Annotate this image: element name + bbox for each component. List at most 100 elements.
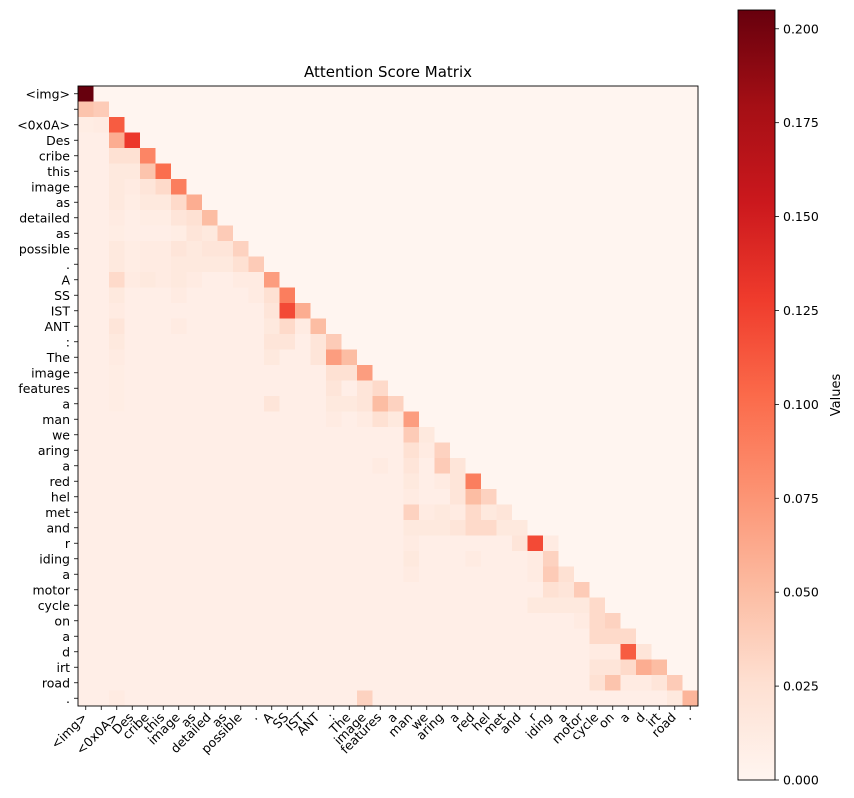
heatmap-cell — [496, 613, 513, 629]
heatmap-cell — [140, 148, 156, 164]
heatmap-cell — [341, 613, 358, 629]
heatmap-cell — [264, 411, 280, 428]
heatmap-cell — [341, 597, 358, 614]
heatmap-cell — [667, 535, 683, 552]
heatmap-cell — [186, 101, 203, 118]
heatmap-cell — [620, 380, 637, 397]
heatmap-cell — [651, 411, 668, 428]
heatmap-cell — [310, 396, 327, 412]
heatmap-cell — [372, 566, 389, 583]
heatmap-cell — [636, 411, 652, 428]
heatmap-cell — [357, 597, 373, 614]
heatmap-cell — [326, 458, 342, 474]
heatmap-cell — [434, 241, 451, 257]
heatmap-cell — [295, 256, 311, 273]
heatmap-cell — [78, 628, 94, 645]
heatmap-cell — [419, 551, 435, 567]
heatmap-cell — [295, 272, 311, 288]
heatmap-cell — [93, 566, 110, 583]
heatmap-cell — [310, 675, 327, 691]
heatmap-cell — [372, 442, 389, 459]
heatmap-cell — [310, 318, 327, 335]
heatmap-cell — [171, 101, 187, 118]
heatmap-cell — [341, 582, 358, 598]
y-tick-label: cribe — [39, 148, 70, 163]
heatmap-cell — [465, 582, 482, 598]
heatmap-cell — [171, 179, 187, 195]
heatmap-cell — [78, 179, 94, 195]
heatmap-cell — [605, 442, 621, 459]
heatmap-cell — [93, 132, 110, 149]
heatmap-cell — [620, 411, 637, 428]
heatmap-cell — [651, 256, 668, 273]
heatmap-cell — [403, 442, 420, 459]
heatmap-cell — [124, 690, 141, 707]
heatmap-cell — [620, 489, 637, 505]
heatmap-cell — [310, 551, 327, 567]
heatmap-cell — [295, 489, 311, 505]
y-tick-label: as — [56, 195, 70, 210]
heatmap-cell — [171, 644, 187, 660]
heatmap-cell — [186, 225, 203, 242]
heatmap-cell — [279, 504, 296, 521]
heatmap-cell — [403, 380, 420, 397]
heatmap-cell — [341, 427, 358, 443]
heatmap-cell — [620, 582, 637, 598]
heatmap-cell — [403, 194, 420, 211]
heatmap-cell — [450, 535, 466, 552]
heatmap-cell — [558, 628, 575, 645]
heatmap-cell — [527, 644, 544, 660]
y-tick-label: The — [46, 350, 71, 365]
heatmap-cell — [450, 520, 466, 536]
heatmap-cell — [512, 396, 528, 412]
heatmap-cell — [543, 535, 559, 552]
heatmap-cell — [558, 690, 575, 707]
heatmap-cell — [605, 504, 621, 521]
heatmap-cell — [574, 659, 590, 676]
heatmap-cell — [372, 675, 389, 691]
y-tick-label: IST — [51, 303, 71, 318]
heatmap-cell — [217, 628, 234, 645]
heatmap-cell — [450, 210, 466, 226]
heatmap-cell — [310, 520, 327, 536]
heatmap-cell — [682, 349, 699, 366]
heatmap-cell — [481, 194, 497, 211]
heatmap-cell — [326, 644, 342, 660]
heatmap-cell — [109, 566, 125, 583]
heatmap-cell — [651, 163, 668, 180]
heatmap-cell — [543, 473, 559, 490]
heatmap-cell — [496, 272, 513, 288]
heatmap-cell — [496, 179, 513, 195]
heatmap-cell — [295, 473, 311, 490]
heatmap-cell — [186, 163, 203, 180]
heatmap-cell — [326, 256, 342, 273]
heatmap-cell — [574, 396, 590, 412]
heatmap-cell — [403, 535, 420, 552]
heatmap-cell — [372, 163, 389, 180]
heatmap-cell — [248, 582, 265, 598]
heatmap-cell — [233, 380, 249, 397]
heatmap-cell — [496, 504, 513, 521]
heatmap-cell — [155, 334, 172, 350]
heatmap-cell — [279, 148, 296, 164]
heatmap-cell — [496, 101, 513, 118]
heatmap-cell — [388, 365, 404, 381]
heatmap-cell — [388, 225, 404, 242]
heatmap-cell — [93, 644, 110, 660]
heatmap-cell — [264, 365, 280, 381]
heatmap-cell — [171, 334, 187, 350]
heatmap-cell — [295, 551, 311, 567]
heatmap-cell — [512, 644, 528, 660]
heatmap-cell — [636, 442, 652, 459]
heatmap-cell — [93, 334, 110, 350]
heatmap-cell — [295, 442, 311, 459]
heatmap-cell — [341, 365, 358, 381]
heatmap-cell — [403, 241, 420, 257]
heatmap-cell — [233, 179, 249, 195]
heatmap-cell — [217, 659, 234, 676]
heatmap-cell — [202, 489, 218, 505]
heatmap-cell — [279, 396, 296, 412]
heatmap-cell — [140, 659, 156, 676]
heatmap-cell — [140, 272, 156, 288]
heatmap-cell — [186, 489, 203, 505]
